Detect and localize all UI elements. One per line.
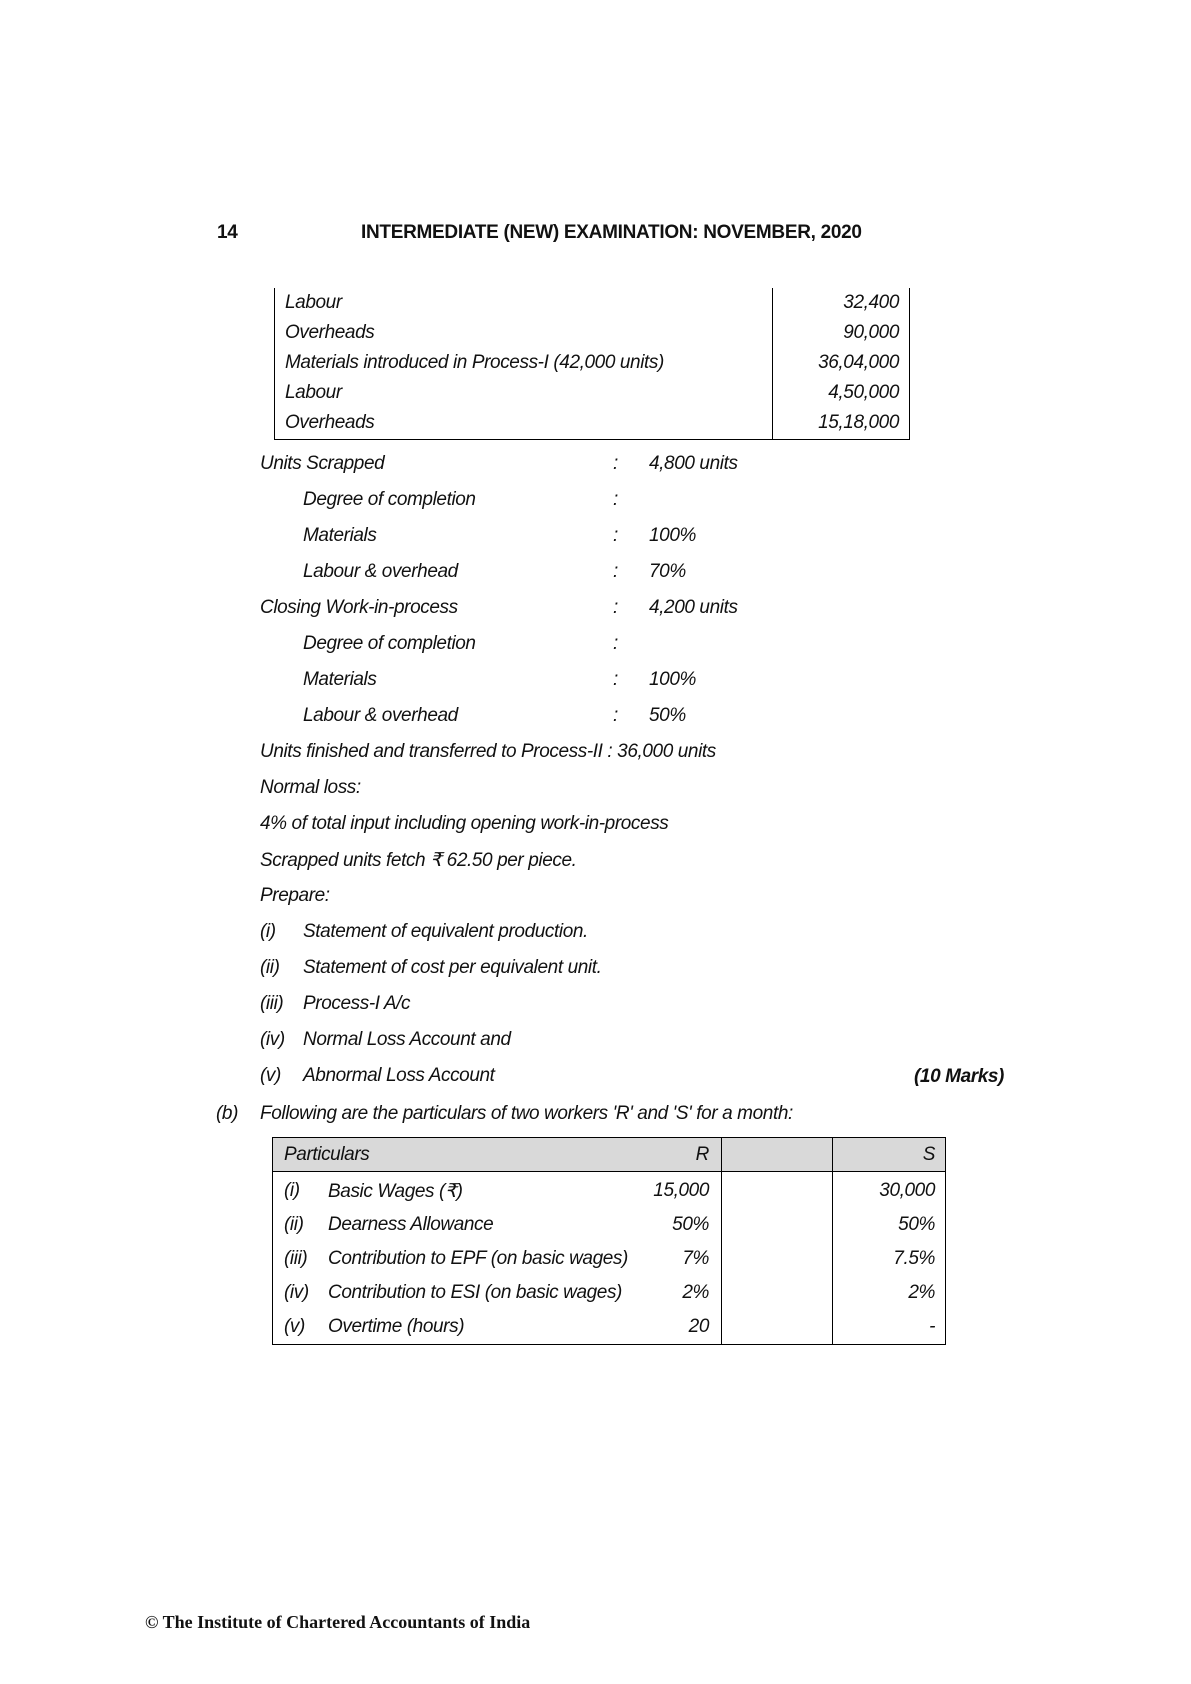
item-text: Normal Loss Account and: [303, 1029, 511, 1050]
marks: (10 Marks): [914, 1066, 1004, 1087]
part-b-label: (b): [216, 1103, 239, 1124]
detail-colon: :: [613, 633, 618, 654]
row-particular: Contribution to EPF (on basic wages): [328, 1248, 628, 1269]
row-particular: Contribution to ESI (on basic wages): [328, 1282, 622, 1303]
row-label: Materials introduced in Process-I (42,00…: [285, 352, 664, 373]
workers-table: Particulars R S (i) Basic Wages (₹) 15,000…: [272, 1137, 946, 1345]
item-number: (v): [260, 1065, 281, 1086]
row-r-value: 20: [688, 1316, 710, 1337]
detail-label: Labour & overhead: [303, 705, 458, 726]
cost-table: Labour 32,400 Overheads 90,000 Materials i…: [274, 288, 910, 440]
item-number: (i): [260, 921, 276, 942]
item-text: Statement of equivalent production.: [303, 921, 588, 942]
paragraph: Prepare:: [260, 885, 330, 906]
detail-value: 50%: [649, 705, 686, 726]
detail-value: 100%: [649, 669, 696, 690]
footer-copyright: © The Institute of Chartered Accountants…: [145, 1612, 531, 1632]
row-particular: Overtime (hours): [328, 1316, 465, 1337]
item-number: (ii): [260, 957, 280, 978]
detail-colon: :: [613, 525, 618, 546]
row-value: 36,04,000: [818, 352, 899, 373]
detail-value: 4,200 units: [649, 597, 738, 618]
row-label: Overheads: [285, 322, 375, 343]
detail-label: Units Scrapped: [260, 453, 385, 474]
row-s-value: -: [929, 1316, 935, 1337]
detail-label: Closing Work-in-process: [260, 597, 458, 618]
row-s-value: 30,000: [879, 1180, 935, 1201]
page-title: INTERMEDIATE (NEW) EXAMINATION: NOVEMBER…: [361, 222, 862, 243]
row-label: Labour: [285, 292, 342, 313]
table-row: Overheads 15,18,000: [285, 412, 899, 442]
detail-colon: :: [613, 669, 618, 690]
detail-value: 4,800 units: [649, 453, 738, 474]
row-value: 32,400: [843, 292, 899, 313]
detail-label: Materials: [303, 525, 377, 546]
header-particulars: Particulars: [284, 1144, 370, 1165]
table-row: Overheads 90,000: [285, 322, 899, 352]
paragraph: Units finished and transferred to Proces…: [260, 741, 716, 762]
detail-colon: :: [613, 561, 618, 582]
detail-label: Labour & overhead: [303, 561, 458, 582]
detail-label: Materials: [303, 669, 377, 690]
column-divider: [772, 288, 773, 439]
item-number: (iv): [260, 1029, 285, 1050]
page-number: 14: [217, 222, 238, 243]
item-text: Abnormal Loss Account: [303, 1065, 495, 1086]
row-number: (ii): [284, 1214, 304, 1235]
row-r-value: 15,000: [653, 1180, 709, 1201]
part-b-text: Following are the particulars of two wor…: [260, 1103, 793, 1124]
row-number: (i): [284, 1180, 300, 1201]
row-particular: Basic Wages (₹): [328, 1181, 463, 1202]
row-label: Labour: [285, 382, 342, 403]
row-r-value: 7%: [682, 1248, 709, 1269]
paragraph: 4% of total input including opening work…: [260, 813, 669, 834]
row-r-value: 2%: [682, 1282, 709, 1303]
paragraph: Normal loss:: [260, 777, 361, 798]
detail-value: 70%: [649, 561, 686, 582]
row-r-value: 50%: [672, 1214, 709, 1235]
row-s-value: 50%: [898, 1214, 935, 1235]
detail-label: Degree of completion: [303, 489, 476, 510]
column-divider: [832, 1138, 833, 1344]
detail-value: 100%: [649, 525, 696, 546]
row-value: 90,000: [843, 322, 899, 343]
header-r: R: [695, 1144, 710, 1165]
detail-colon: :: [613, 489, 618, 510]
detail-label: Degree of completion: [303, 633, 476, 654]
item-text: Statement of cost per equivalent unit.: [303, 957, 602, 978]
row-s-value: 7.5%: [893, 1248, 935, 1269]
paragraph: Scrapped units fetch ₹ 62.50 per piece.: [260, 850, 577, 871]
table-row: Materials introduced in Process-I (42,00…: [285, 352, 899, 382]
row-particular: Dearness Allowance: [328, 1214, 494, 1235]
table-row: Labour 32,400: [285, 292, 899, 322]
table-row: Labour 4,50,000: [285, 382, 899, 412]
column-divider: [721, 1138, 722, 1344]
row-value: 15,18,000: [818, 412, 899, 433]
row-number: (iv): [284, 1282, 309, 1303]
row-label: Overheads: [285, 412, 375, 433]
row-s-value: 2%: [908, 1282, 935, 1303]
detail-colon: :: [613, 453, 618, 474]
row-number: (iii): [284, 1248, 308, 1269]
detail-colon: :: [613, 597, 618, 618]
table-header: [273, 1138, 945, 1172]
row-value: 4,50,000: [828, 382, 899, 403]
row-number: (v): [284, 1316, 305, 1337]
item-number: (iii): [260, 993, 284, 1014]
detail-colon: :: [613, 705, 618, 726]
item-text: Process-I A/c: [303, 993, 411, 1014]
header-s: S: [922, 1144, 936, 1165]
